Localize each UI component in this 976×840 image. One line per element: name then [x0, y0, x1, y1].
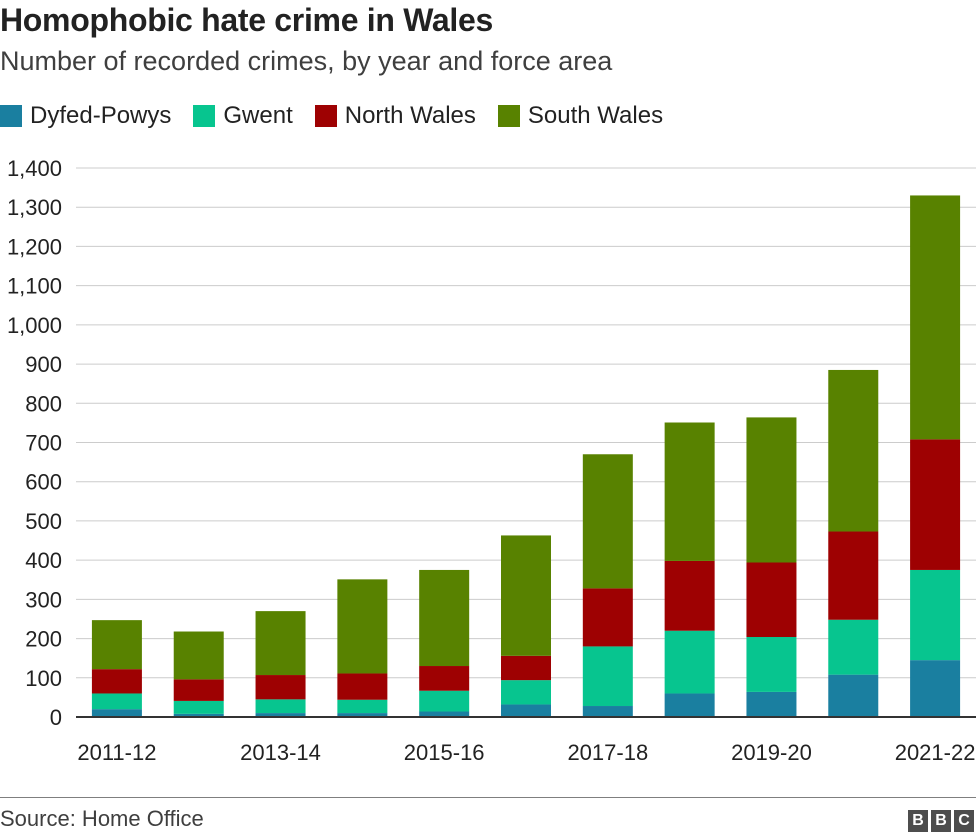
y-tick-label: 100	[25, 666, 62, 691]
bar-segment	[91, 693, 142, 710]
bar-segment	[746, 637, 797, 692]
legend-label: Dyfed-Powys	[30, 102, 172, 129]
bar-segment	[255, 611, 306, 676]
bar-segment	[91, 620, 142, 670]
bar-segment	[501, 704, 551, 717]
bar-segment	[419, 666, 470, 691]
x-tick-label: 2011-12	[77, 740, 156, 765]
y-tick-label: 0	[50, 705, 62, 730]
y-tick-label: 200	[25, 627, 62, 652]
bar-segment	[664, 630, 715, 694]
bar-segment	[582, 706, 633, 717]
legend-item: Dyfed-Powys	[0, 102, 171, 130]
x-tick-label: 2019-20	[731, 740, 812, 765]
y-tick-label: 800	[25, 391, 62, 416]
bar-segment	[255, 699, 306, 714]
y-tick-label: 500	[25, 509, 62, 534]
chart-title: Homophobic hate crime in Wales	[0, 2, 494, 38]
bar-segment	[173, 679, 224, 701]
y-tick-label: 1,400	[7, 156, 62, 181]
bar-segment	[664, 422, 715, 561]
bar-segment	[173, 631, 224, 680]
bar-segment	[664, 560, 715, 631]
bar-segment	[746, 417, 797, 563]
bar-segment	[419, 569, 470, 667]
bar-segment	[337, 579, 388, 674]
legend-swatch	[0, 105, 22, 127]
bar-segment	[910, 569, 961, 661]
bar-segment	[255, 675, 306, 700]
x-tick-label: 2017-18	[567, 740, 648, 765]
bar-segment	[910, 660, 961, 717]
bar-segment	[501, 680, 551, 705]
bar-segment	[173, 713, 224, 717]
legend-swatch	[193, 105, 216, 127]
footer-divider	[0, 797, 976, 798]
chart-legend: Dyfed-Powys Gwent North Wales South Wales	[0, 102, 685, 130]
y-tick-label: 1,100	[7, 274, 62, 299]
y-tick-label: 1,200	[7, 234, 62, 259]
bar-segment	[337, 713, 388, 717]
bar-segment	[664, 693, 715, 717]
x-tick-label: 2013-14	[240, 740, 321, 765]
bar-segment	[337, 673, 388, 700]
y-tick-label: 700	[25, 431, 62, 456]
y-tick-label: 300	[25, 587, 62, 612]
bbc-logo: B B C	[905, 810, 974, 832]
y-tick-label: 1,300	[7, 195, 62, 220]
bbc-logo-letter: B	[908, 810, 928, 832]
bar-segment	[91, 669, 142, 694]
stacked-bar-chart: 0 100 200 300 400 500 600 700 800 900 1,000 1,100 1,…	[7, 156, 976, 765]
bar-segment	[910, 439, 961, 570]
bar-segment	[828, 369, 879, 532]
bar-segment	[501, 655, 551, 681]
y-tick-label: 900	[25, 352, 62, 377]
legend-item: Gwent	[193, 102, 293, 130]
bar-segment	[582, 588, 633, 647]
x-tick-label: 2021-22	[895, 740, 976, 765]
source-note: Source: Home Office	[0, 806, 204, 831]
bar-segment	[582, 454, 633, 589]
legend-swatch	[314, 105, 337, 127]
bar-segment	[828, 674, 879, 717]
legend-swatch	[497, 105, 520, 127]
legend-item: North Wales	[314, 102, 476, 130]
bar-segment	[746, 691, 797, 717]
bar-segment	[501, 535, 551, 656]
legend-item: South Wales	[497, 102, 664, 130]
y-tick-label: 1,000	[7, 313, 62, 338]
bar-segment	[746, 562, 797, 638]
bbc-logo-letter: C	[954, 810, 974, 832]
bar-segment	[419, 711, 470, 717]
bbc-logo-letter: B	[931, 810, 951, 832]
bar-segment	[173, 700, 224, 714]
y-tick-label: 600	[25, 470, 62, 495]
bar-segment	[910, 195, 961, 440]
legend-label: Gwent	[223, 102, 293, 129]
x-tick-label: 2015-16	[404, 740, 485, 765]
legend-label: North Wales	[344, 102, 476, 129]
chart-subtitle: Number of recorded crimes, by year and f…	[0, 46, 613, 76]
bar-segment	[91, 709, 142, 717]
bar-segment	[255, 713, 306, 717]
legend-label: South Wales	[527, 102, 664, 129]
bar-segment	[828, 531, 879, 620]
bar-segment	[337, 699, 388, 714]
y-tick-label: 400	[25, 548, 62, 573]
bar-segment	[828, 619, 879, 675]
bar-segment	[419, 690, 470, 712]
bar-segment	[582, 646, 633, 707]
